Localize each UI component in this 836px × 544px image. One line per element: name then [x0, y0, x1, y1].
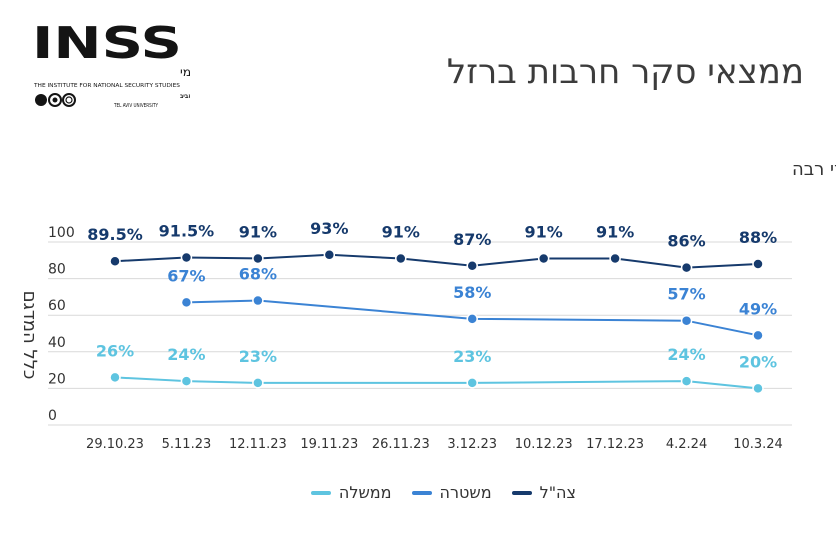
data-point	[680, 375, 693, 387]
data-label: 20%	[739, 352, 777, 371]
line-chart: שיעור המשיבים שהביעו אמון במוסדות – במיד…	[19, 159, 836, 452]
x-tick-label: 19.11.23	[300, 437, 358, 452]
series-line-0	[114, 253, 759, 269]
x-tick-label: 17.12.23	[586, 437, 644, 452]
data-point	[180, 375, 193, 387]
page-title: ממצאי סקר חרבות ברזל	[446, 52, 804, 92]
data-point	[752, 382, 764, 395]
data-label: 57%	[667, 285, 705, 304]
logo-english-name: THE INSTITUTE FOR NATIONAL SECURITY STUD…	[33, 83, 180, 89]
data-label: 23%	[239, 347, 277, 366]
y-tick-label: 100	[48, 225, 75, 241]
data-label: 88%	[739, 228, 777, 247]
legend-swatch	[411, 490, 432, 495]
y-axis-label: כלל המדגם	[19, 291, 40, 380]
data-point	[466, 377, 478, 389]
logo-university-hebrew: אוניברסיטת תל אביב	[180, 92, 190, 100]
data-point	[680, 314, 693, 327]
data-label: 24%	[167, 345, 205, 364]
x-tick-label: 10.12.23	[515, 437, 573, 452]
data-label: 91%	[596, 222, 634, 241]
x-tick-label: 5.11.23	[162, 437, 212, 452]
data-label: 89.5%	[87, 225, 143, 244]
data-point	[752, 329, 764, 342]
data-point	[752, 258, 764, 270]
legend-swatch	[310, 490, 331, 495]
data-point	[466, 313, 478, 325]
logo-hebrew-name: המכון למחקרי ביטחון לאומי	[180, 65, 190, 79]
logo-circles-icon	[35, 93, 76, 107]
data-point	[466, 260, 478, 272]
data-label: 23%	[453, 347, 491, 366]
data-label: 49%	[739, 299, 777, 318]
logo-university: TEL AVIV UNIVERSITY	[113, 103, 159, 109]
data-point	[395, 252, 407, 265]
data-label: 91.5%	[159, 222, 215, 241]
legend-item: ממשלה	[310, 483, 392, 502]
data-point	[323, 249, 336, 261]
y-tick-label: 60	[48, 298, 66, 314]
x-tick-label: 12.11.23	[229, 437, 287, 452]
chart-title: שיעור המשיבים שהביעו אמון במוסדות – במיד…	[792, 159, 836, 180]
logo-wordmark: INSS	[32, 20, 182, 69]
y-tick-label: 40	[48, 335, 66, 351]
data-label: 86%	[667, 232, 705, 251]
data-point	[180, 296, 193, 309]
y-tick-label: 80	[48, 262, 66, 278]
x-tick-label: 3.12.23	[447, 437, 497, 452]
data-label: 67%	[167, 266, 205, 285]
data-label: 26%	[96, 341, 134, 360]
x-tick-label: 4.2.24	[666, 437, 707, 452]
data-point	[180, 251, 193, 264]
legend-label: משטרה	[439, 483, 492, 502]
data-label: 87%	[453, 230, 491, 249]
data-point	[537, 252, 550, 265]
data-label: 91%	[382, 222, 420, 241]
legend-label: ממשלה	[338, 483, 392, 502]
legend-item: צה"ל	[511, 483, 576, 502]
legend-swatch	[511, 490, 532, 495]
data-point	[252, 294, 264, 307]
series-line-2	[114, 376, 759, 390]
data-point	[109, 255, 121, 267]
y-tick-label: 0	[48, 408, 57, 424]
data-point	[109, 371, 121, 384]
data-point	[252, 252, 264, 265]
data-label: 24%	[667, 345, 705, 364]
data-point	[252, 377, 264, 389]
data-label: 93%	[310, 219, 348, 238]
data-point	[680, 261, 693, 274]
x-tick-label: 29.10.23	[86, 437, 144, 452]
legend-label: צה"ל	[539, 483, 576, 502]
data-label: 91%	[239, 222, 277, 241]
data-label: 91%	[525, 222, 563, 241]
data-label: 68%	[239, 265, 277, 284]
legend-item: משטרה	[411, 483, 492, 502]
x-tick-label: 26.11.23	[372, 437, 430, 452]
x-tick-label: 10.3.24	[733, 437, 783, 452]
data-point	[609, 252, 621, 265]
y-tick-label: 20	[48, 371, 66, 387]
data-label: 58%	[453, 283, 491, 302]
chart-legend: צה"ל משטרה ממשלה	[310, 483, 576, 502]
inss-logo: INSS המכון למחקרי ביטחון לאומי THE INSTI…	[32, 20, 190, 109]
